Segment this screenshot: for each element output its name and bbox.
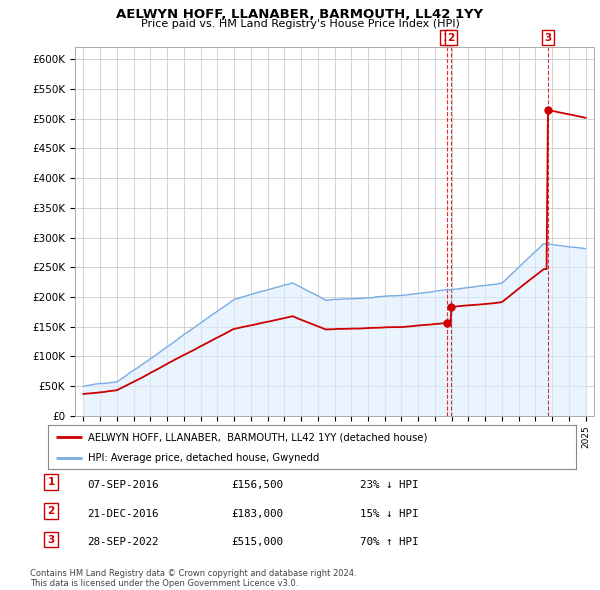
Text: Contains HM Land Registry data © Crown copyright and database right 2024.
This d: Contains HM Land Registry data © Crown c… [30,569,356,588]
Text: 15% ↓ HPI: 15% ↓ HPI [360,509,419,519]
Text: 28-SEP-2022: 28-SEP-2022 [87,537,158,548]
Text: 2: 2 [448,33,455,43]
Text: 3: 3 [544,33,551,43]
Text: 1: 1 [443,33,450,43]
Text: 07-SEP-2016: 07-SEP-2016 [87,480,158,490]
Text: AELWYN HOFF, LLANABER, BARMOUTH, LL42 1YY: AELWYN HOFF, LLANABER, BARMOUTH, LL42 1Y… [116,8,484,21]
Text: £156,500: £156,500 [231,480,283,490]
Text: HPI: Average price, detached house, Gwynedd: HPI: Average price, detached house, Gwyn… [88,453,319,463]
Text: 3: 3 [47,535,55,545]
Text: 1: 1 [47,477,55,487]
Text: £515,000: £515,000 [231,537,283,548]
Text: 2: 2 [47,506,55,516]
Text: 21-DEC-2016: 21-DEC-2016 [87,509,158,519]
Text: Price paid vs. HM Land Registry's House Price Index (HPI): Price paid vs. HM Land Registry's House … [140,19,460,29]
Text: £183,000: £183,000 [231,509,283,519]
Text: 23% ↓ HPI: 23% ↓ HPI [360,480,419,490]
Text: 70% ↑ HPI: 70% ↑ HPI [360,537,419,548]
Text: AELWYN HOFF, LLANABER,  BARMOUTH, LL42 1YY (detached house): AELWYN HOFF, LLANABER, BARMOUTH, LL42 1Y… [88,432,427,442]
